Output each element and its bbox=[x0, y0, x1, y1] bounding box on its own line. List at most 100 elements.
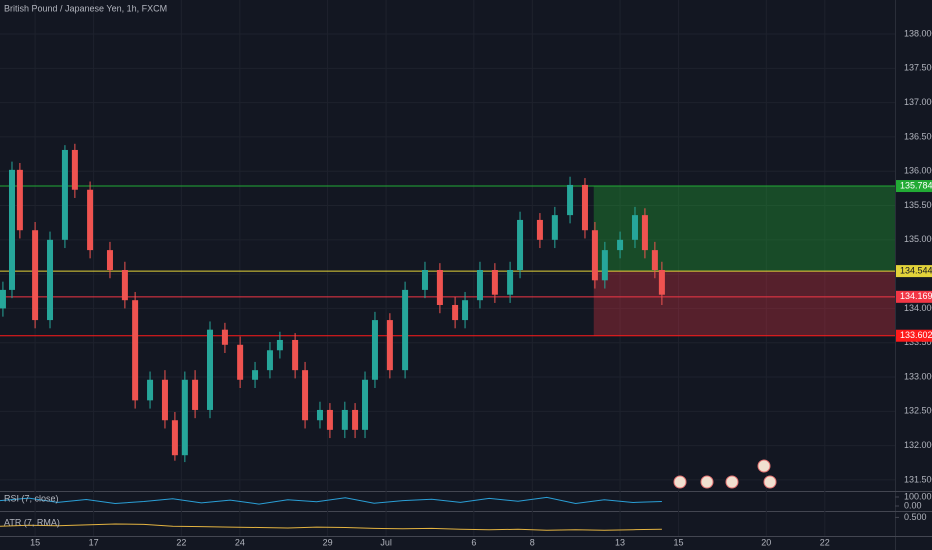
candle-body bbox=[386, 320, 393, 371]
candle-body bbox=[507, 270, 514, 295]
y-tick-label: 136.000 bbox=[904, 166, 932, 176]
candle-body bbox=[192, 379, 199, 410]
y-tick-label: 135.500 bbox=[904, 200, 932, 210]
y-tick-label: 137.000 bbox=[904, 97, 932, 107]
candle-body bbox=[47, 239, 54, 321]
price-label: 133.602 bbox=[900, 330, 932, 340]
rsi-label: RSI (7, close) bbox=[4, 493, 59, 503]
price-label-bg bbox=[896, 329, 932, 342]
candle-body bbox=[32, 230, 39, 321]
x-tick-label: 15 bbox=[30, 537, 40, 547]
candle-body bbox=[8, 169, 15, 290]
candle-body bbox=[371, 320, 378, 380]
candle-body bbox=[292, 339, 299, 371]
candle-body bbox=[421, 270, 428, 290]
candle-body bbox=[71, 149, 78, 190]
y-tick-label: 132.500 bbox=[904, 406, 932, 416]
candle-body bbox=[651, 250, 658, 271]
x-tick-label: 17 bbox=[89, 537, 99, 547]
candle-body bbox=[476, 270, 483, 301]
event-icon[interactable] bbox=[700, 475, 714, 489]
candle-body bbox=[87, 189, 94, 251]
event-icons[interactable] bbox=[673, 459, 777, 489]
candle-body bbox=[302, 370, 309, 421]
event-icon[interactable] bbox=[757, 459, 771, 473]
candle-body bbox=[326, 409, 333, 430]
candle-body bbox=[591, 230, 598, 281]
event-icon[interactable] bbox=[673, 475, 687, 489]
x-tick-label: 22 bbox=[176, 537, 186, 547]
x-tick-label: 29 bbox=[323, 537, 333, 547]
candle-body bbox=[631, 215, 638, 240]
x-tick-label: 22 bbox=[820, 537, 830, 547]
x-tick-label: 13 bbox=[615, 537, 625, 547]
candle-body bbox=[171, 420, 178, 456]
price-label-bg bbox=[896, 290, 932, 303]
candle-body bbox=[581, 184, 588, 231]
candle-body bbox=[641, 215, 648, 251]
candle-body bbox=[491, 270, 498, 295]
y-tick-label: 136.500 bbox=[904, 131, 932, 141]
price-label: 134.169 bbox=[900, 291, 932, 301]
rsi-tick-label: 100.00 bbox=[904, 491, 932, 501]
price-label: 135.784 bbox=[900, 180, 932, 190]
candle-body bbox=[106, 250, 113, 271]
candle-body bbox=[266, 350, 273, 371]
price-label-bg bbox=[896, 265, 932, 278]
x-tick-label: 6 bbox=[471, 537, 476, 547]
candle-body bbox=[207, 329, 214, 410]
candle-body bbox=[551, 215, 558, 240]
candle-body bbox=[452, 304, 459, 321]
atr-label: ATR (7, RMA) bbox=[4, 517, 60, 527]
x-tick-label: 20 bbox=[761, 537, 771, 547]
candle-body bbox=[16, 169, 23, 231]
atr-tick-label: 0.500 bbox=[904, 512, 927, 522]
x-tick-label: 24 bbox=[235, 537, 245, 547]
y-tick-label: 135.000 bbox=[904, 234, 932, 244]
candle-body bbox=[341, 409, 348, 430]
candle-body bbox=[181, 379, 188, 456]
candle-body bbox=[316, 409, 323, 421]
y-tick-label: 138.000 bbox=[904, 28, 932, 38]
x-tick-label: 8 bbox=[530, 537, 535, 547]
candle-body bbox=[161, 379, 168, 421]
candle-body bbox=[352, 409, 359, 430]
rsi-line bbox=[0, 496, 662, 505]
candle-body bbox=[132, 300, 139, 401]
candle-body bbox=[61, 149, 68, 240]
y-tick-label: 131.500 bbox=[904, 474, 932, 484]
y-tick-label: 132.000 bbox=[904, 440, 932, 450]
y-tick-label: 133.500 bbox=[904, 337, 932, 347]
candle-body bbox=[252, 370, 259, 380]
candle-body bbox=[221, 329, 228, 345]
candle-body bbox=[147, 379, 154, 401]
y-tick-label: 133.000 bbox=[904, 371, 932, 381]
y-tick-label: 137.500 bbox=[904, 63, 932, 73]
candle-body bbox=[402, 289, 409, 371]
price-label: 134.544 bbox=[900, 265, 932, 275]
candle-body bbox=[567, 184, 574, 216]
chart-title: British Pound / Japanese Yen, 1h, FXCM bbox=[4, 3, 167, 13]
candle-body bbox=[121, 270, 128, 301]
x-tick-label: 15 bbox=[674, 537, 684, 547]
price-label-bg bbox=[896, 180, 932, 193]
candle-body bbox=[658, 270, 665, 295]
candle-body bbox=[436, 270, 443, 305]
candle-body bbox=[517, 219, 524, 271]
candle-body bbox=[362, 379, 369, 430]
profit-zone bbox=[593, 186, 895, 272]
event-icon[interactable] bbox=[763, 475, 777, 489]
x-tick-label: Jul bbox=[380, 537, 392, 547]
event-icon[interactable] bbox=[725, 475, 739, 489]
plot-layer bbox=[0, 0, 895, 536]
candle-body bbox=[237, 344, 244, 380]
loss-zone bbox=[593, 271, 895, 336]
atr-line bbox=[0, 523, 662, 531]
y-tick-label: 134.000 bbox=[904, 303, 932, 313]
candle-body bbox=[462, 300, 469, 321]
candle-body bbox=[601, 250, 608, 281]
candle-body bbox=[536, 219, 543, 240]
candle-body bbox=[0, 289, 6, 309]
